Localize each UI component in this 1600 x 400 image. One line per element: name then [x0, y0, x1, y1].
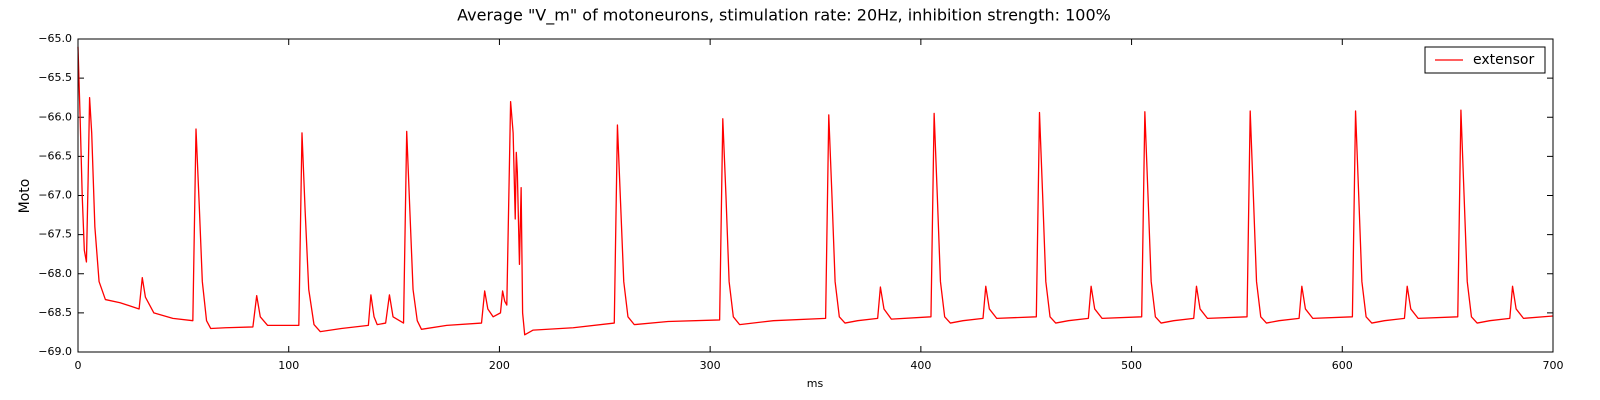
- y-tick-label: −66.0: [38, 110, 72, 123]
- plot-frame: [77, 38, 1554, 353]
- x-tick-label: 100: [278, 359, 299, 372]
- x-tick-label: 400: [910, 359, 931, 372]
- y-tick-label: −69.0: [38, 345, 72, 358]
- x-tick-label: 500: [1121, 359, 1142, 372]
- y-tick-label: −65.5: [38, 71, 72, 84]
- x-axis-label: ms: [807, 377, 824, 390]
- y-tick-label: −65.0: [38, 32, 72, 45]
- x-tick-label: 300: [700, 359, 721, 372]
- x-tick-label: 700: [1543, 359, 1564, 372]
- y-tick-label: −67.0: [38, 189, 72, 202]
- chart-title: Average "V_m" of motoneurons, stimulatio…: [457, 6, 1111, 26]
- x-tick-label: 600: [1332, 359, 1353, 372]
- y-tick-label: −68.5: [38, 306, 72, 319]
- x-tick-label: 200: [489, 359, 510, 372]
- x-tick-label: 0: [75, 359, 82, 372]
- y-axis-label: Moto: [17, 179, 33, 214]
- legend-label: extensor: [1473, 52, 1534, 68]
- y-tick-label: −68.0: [38, 267, 72, 280]
- y-tick-label: −66.5: [38, 149, 72, 162]
- y-tick-label: −67.5: [38, 228, 72, 241]
- line-series: [77, 46, 1554, 336]
